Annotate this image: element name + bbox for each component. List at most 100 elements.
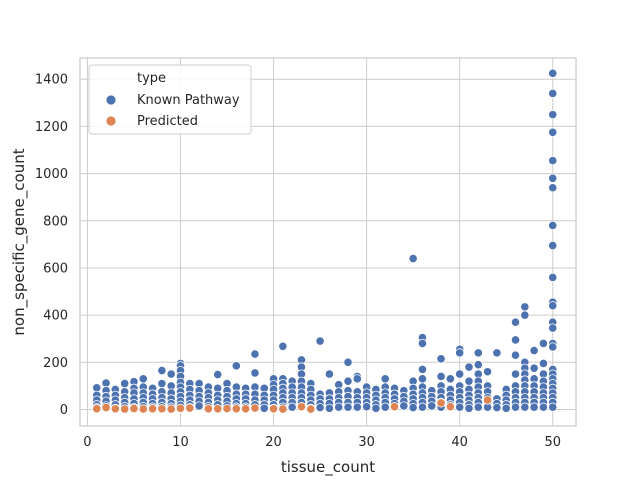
- point-known-pathway: [548, 110, 558, 120]
- point-known-pathway: [538, 358, 549, 369]
- point-known-pathway: [380, 374, 390, 384]
- point-known-pathway: [529, 345, 539, 356]
- y-tick-label: 1200: [35, 120, 68, 135]
- point-predicted: [129, 403, 139, 414]
- point-known-pathway: [548, 156, 558, 166]
- point-known-pathway: [352, 402, 362, 412]
- point-known-pathway: [473, 360, 483, 370]
- point-predicted: [175, 403, 186, 413]
- point-known-pathway: [343, 376, 353, 386]
- point-known-pathway: [408, 402, 418, 413]
- point-known-pathway: [548, 88, 558, 98]
- y-tick-labels: 0 200 400 600 800 1000 1200 1400: [35, 73, 68, 418]
- point-predicted: [268, 404, 279, 414]
- x-tick-label: 50: [544, 435, 561, 450]
- point-known-pathway: [259, 403, 269, 413]
- y-tick-label: 1400: [35, 73, 68, 88]
- point-predicted: [185, 403, 195, 413]
- x-tick-label: 0: [83, 435, 91, 450]
- point-known-pathway: [520, 310, 530, 320]
- legend: type Known Pathway Predicted: [88, 64, 252, 135]
- legend-box: [88, 64, 252, 135]
- point-predicted: [389, 402, 400, 412]
- point-known-pathway: [510, 317, 521, 327]
- point-predicted: [203, 404, 214, 414]
- point-known-pathway: [548, 127, 558, 137]
- point-known-pathway: [510, 350, 521, 360]
- point-known-pathway: [455, 348, 465, 358]
- point-known-pathway: [510, 335, 521, 345]
- point-predicted: [482, 395, 493, 405]
- point-known-pathway: [399, 401, 409, 411]
- point-known-pathway: [417, 364, 428, 374]
- point-predicted: [101, 402, 111, 413]
- point-known-pathway: [445, 374, 455, 384]
- point-known-pathway: [464, 376, 474, 386]
- point-known-pathway: [371, 403, 381, 413]
- legend-marker-predicted: [105, 115, 117, 127]
- point-known-pathway: [231, 361, 241, 371]
- point-known-pathway: [538, 402, 549, 412]
- point-predicted: [231, 404, 241, 414]
- x-tick-label: 40: [451, 435, 468, 450]
- point-known-pathway: [315, 402, 325, 413]
- point-known-pathway: [287, 402, 297, 412]
- point-predicted: [213, 404, 223, 414]
- x-axis-label: tissue_count: [281, 458, 375, 477]
- x-tick-label: 10: [172, 435, 189, 450]
- point-known-pathway: [464, 403, 474, 413]
- point-known-pathway: [548, 173, 558, 183]
- point-predicted: [110, 404, 120, 414]
- point-known-pathway: [473, 402, 483, 412]
- point-predicted: [157, 404, 167, 414]
- point-known-pathway: [548, 402, 558, 412]
- point-known-pathway: [92, 383, 102, 393]
- point-known-pathway: [417, 374, 428, 384]
- y-tick-label: 0: [60, 403, 68, 418]
- point-predicted: [241, 404, 251, 414]
- legend-title: type: [137, 71, 166, 86]
- legend-marker-known-pathway: [105, 94, 117, 106]
- point-known-pathway: [278, 341, 288, 351]
- point-known-pathway: [520, 402, 530, 412]
- point-known-pathway: [138, 374, 148, 384]
- y-tick-label: 200: [43, 356, 68, 371]
- point-predicted: [166, 404, 176, 414]
- point-predicted: [250, 403, 260, 413]
- point-predicted: [222, 403, 232, 414]
- point-predicted: [92, 404, 102, 414]
- point-known-pathway: [529, 402, 539, 412]
- point-known-pathway: [501, 403, 511, 413]
- point-known-pathway: [548, 240, 558, 251]
- point-known-pathway: [510, 402, 521, 412]
- point-known-pathway: [324, 369, 334, 379]
- legend-label-known-pathway: Known Pathway: [137, 93, 240, 108]
- point-predicted: [445, 402, 455, 412]
- point-known-pathway: [538, 338, 549, 349]
- y-tick-label: 600: [43, 261, 68, 276]
- point-known-pathway: [548, 342, 558, 352]
- point-known-pathway: [548, 272, 558, 282]
- point-predicted: [138, 404, 148, 414]
- point-known-pathway: [343, 402, 353, 412]
- point-known-pathway: [120, 378, 130, 389]
- x-tick-labels: 0 10 20 30 40 50: [83, 435, 561, 450]
- point-known-pathway: [492, 348, 502, 358]
- point-known-pathway: [352, 374, 362, 384]
- point-predicted: [147, 404, 158, 414]
- point-known-pathway: [250, 349, 260, 359]
- point-known-pathway: [455, 369, 465, 379]
- point-predicted: [436, 398, 446, 408]
- y-tick-label: 800: [43, 214, 68, 229]
- point-known-pathway: [315, 336, 325, 346]
- point-known-pathway: [343, 357, 353, 367]
- point-known-pathway: [408, 253, 418, 264]
- point-known-pathway: [548, 183, 558, 193]
- point-known-pathway: [520, 302, 530, 312]
- x-tick-label: 20: [265, 435, 282, 450]
- point-known-pathway: [548, 68, 558, 78]
- point-known-pathway: [548, 220, 558, 231]
- point-predicted: [296, 402, 307, 412]
- point-predicted: [278, 404, 288, 414]
